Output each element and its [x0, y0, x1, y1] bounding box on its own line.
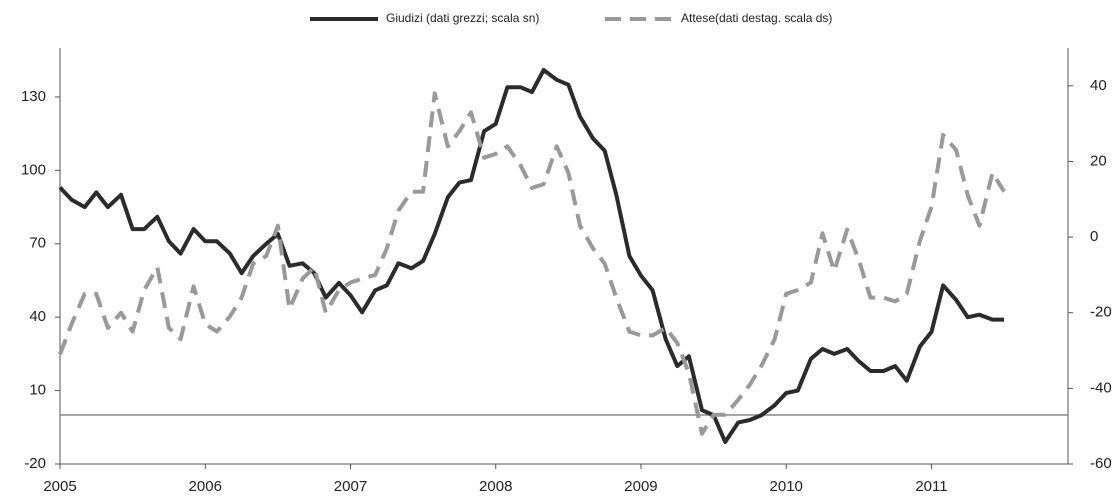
legend-label: Attese(dati destag. scala ds): [681, 11, 832, 25]
x-tick-label: 2011: [915, 478, 947, 495]
y-tick-label: -20: [24, 455, 46, 472]
x-tick-label: 2009: [624, 478, 657, 495]
y2-tick-label: 0: [1090, 228, 1098, 245]
y2-tick-label: 20: [1090, 152, 1107, 169]
y2-tick-label: 40: [1090, 77, 1107, 94]
series-line: [58, 91, 1006, 436]
y2-tick-label: -60: [1090, 455, 1112, 472]
y-tick-label: 10: [29, 382, 46, 399]
y-tick-label: 100: [21, 161, 46, 178]
y-tick-label: 70: [29, 235, 46, 252]
x-tick-label: 2006: [189, 478, 222, 495]
x-tick-label: 2007: [334, 478, 367, 495]
y2-tick-label: -40: [1090, 379, 1112, 396]
series-line: [58, 68, 1005, 444]
x-tick-label: 2005: [43, 478, 76, 495]
x-tick-label: 2010: [770, 478, 803, 495]
y-tick-label: 130: [21, 88, 46, 105]
y-tick-label: 40: [29, 308, 46, 325]
x-tick-label: 2008: [479, 478, 512, 495]
legend-label: Giudizi (dati grezzi; scala sn): [386, 11, 539, 25]
y2-tick-label: -20: [1090, 304, 1112, 321]
